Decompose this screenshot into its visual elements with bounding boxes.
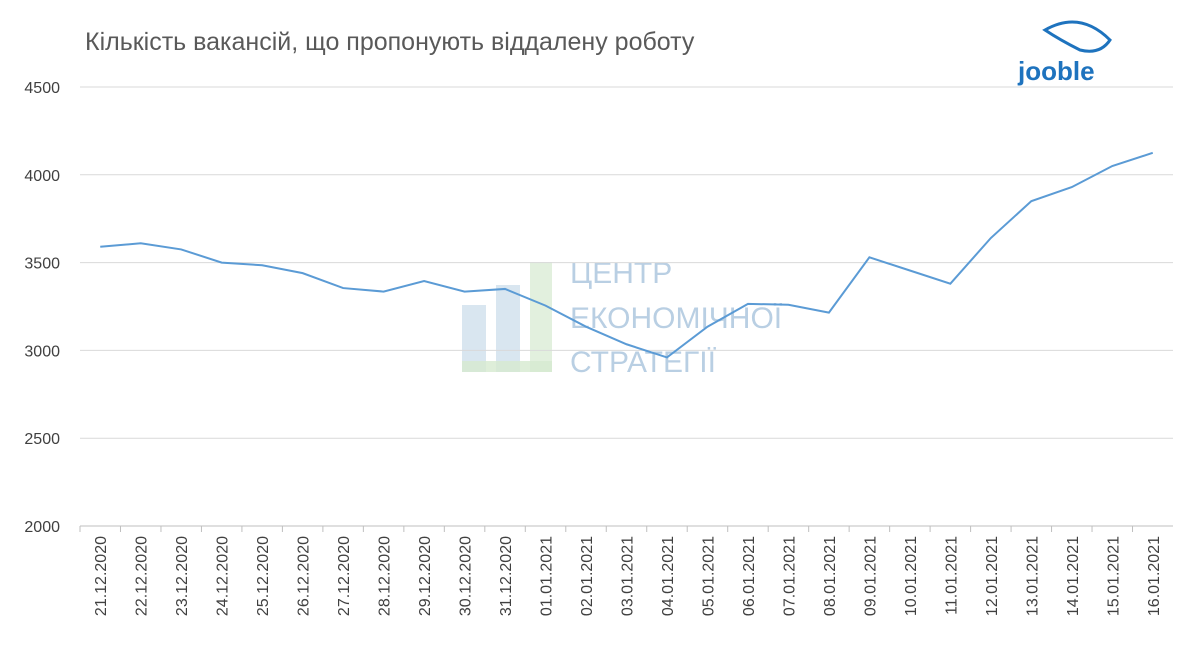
x-tick-label: 15.01.2021 [1105,536,1122,616]
x-tick-label: 21.12.2020 [93,536,110,616]
x-tick-label: 08.01.2021 [822,536,839,616]
logo: jooble [1017,56,1095,86]
x-tick-label: 07.01.2021 [781,536,798,616]
watermark-bar [462,305,486,372]
watermark-bar [530,262,552,372]
y-tick-label: 4000 [24,168,60,185]
watermark-bar [496,285,520,372]
watermark-text: ЕКОНОМІЧНОЇ [570,302,783,335]
x-tick-label: 01.01.2021 [539,536,556,616]
x-tick-label: 30.12.2020 [458,536,475,616]
x-tick-label: 24.12.2020 [215,536,232,616]
watermark-text: СТРАТЕГІЇ [570,346,717,379]
x-tick-label: 11.01.2021 [943,536,960,615]
y-tick-label: 3000 [24,343,60,360]
chart-title: Кількість вакансій, що пропонують віддал… [85,28,695,56]
watermark-text: ЦЕНТР [570,257,672,290]
x-tick-label: 10.01.2021 [903,536,920,616]
x-tick-label: 31.12.2020 [498,536,515,616]
y-tick-label: 2000 [24,519,60,536]
y-tick-label: 3500 [24,256,60,273]
x-tick-label: 25.12.2020 [255,536,272,616]
y-tick-label: 4500 [24,80,60,97]
watermark-bar [462,361,552,372]
x-tick-label: 16.01.2021 [1146,536,1163,616]
x-tick-label: 09.01.2021 [862,536,879,616]
y-tick-label: 2500 [24,431,60,448]
x-tick-label: 12.01.2021 [984,536,1001,616]
x-tick-label: 14.01.2021 [1065,536,1082,616]
x-tick-label: 13.01.2021 [1024,536,1041,616]
x-tick-label: 05.01.2021 [700,536,717,616]
x-tick-label: 22.12.2020 [134,536,151,616]
x-tick-label: 26.12.2020 [296,536,313,616]
line [100,151,1154,359]
x-tick-label: 03.01.2021 [620,536,637,616]
x-tick-label: 02.01.2021 [579,536,596,616]
x-tick-label: 27.12.2020 [336,536,353,616]
x-tick-label: 28.12.2020 [377,536,394,616]
x-tick-label: 04.01.2021 [660,536,677,616]
logo-icon [1042,20,1112,53]
x-tick-label: 06.01.2021 [741,536,758,616]
x-tick-label: 23.12.2020 [174,536,191,616]
x-tick-label: 29.12.2020 [417,536,434,616]
